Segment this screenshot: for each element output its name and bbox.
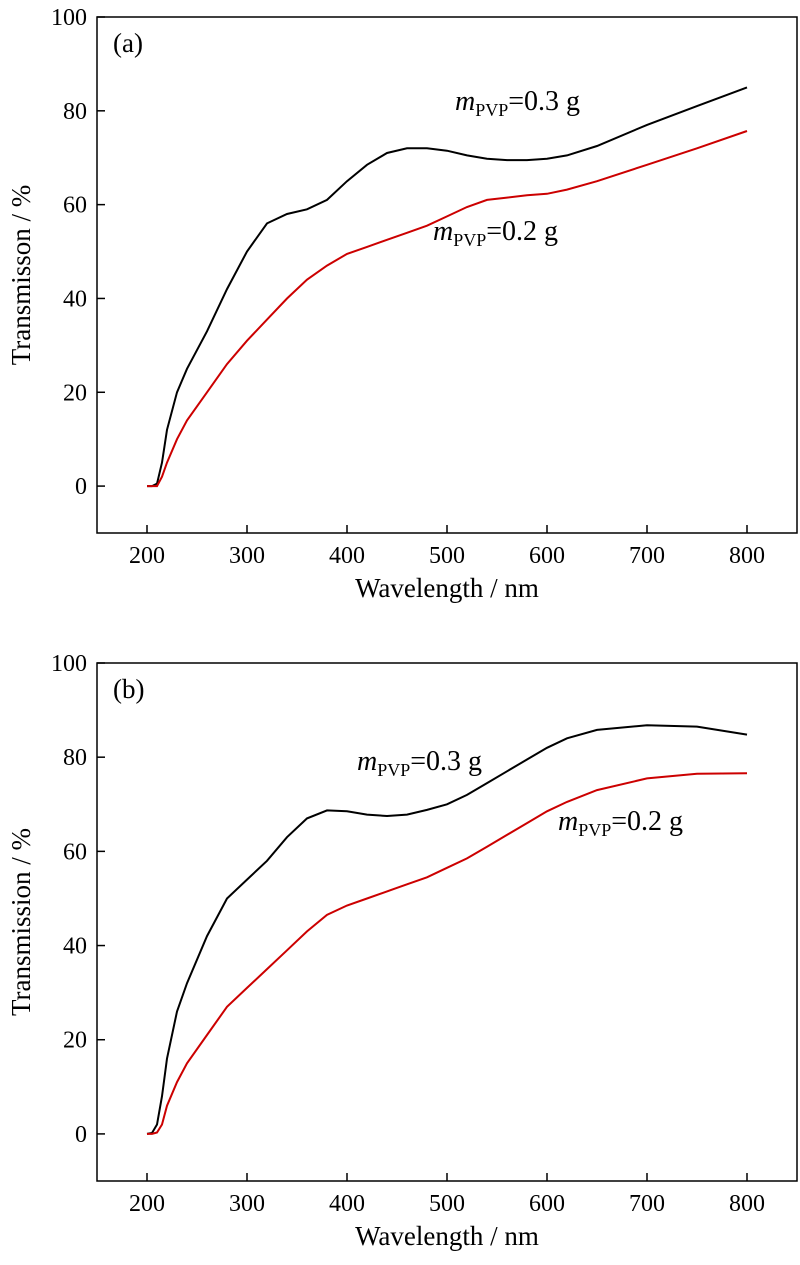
x-tick-label: 400 <box>329 1191 365 1217</box>
x-tick-label: 400 <box>329 543 365 569</box>
series-label-symbol: m <box>433 216 453 247</box>
series-label-value: =0.2 g <box>611 806 683 837</box>
series-label-subscript: PVP <box>377 760 410 780</box>
y-tick-label: 80 <box>63 745 87 771</box>
y-tick-label: 80 <box>63 99 87 125</box>
x-tick-label: 300 <box>229 1191 265 1217</box>
y-tick-label: 100 <box>51 651 87 677</box>
x-axis-title: Wavelength / nm <box>355 1221 539 1251</box>
series-label: mPVP=0.2 g <box>433 216 558 250</box>
x-tick-label: 200 <box>129 1191 165 1217</box>
y-tick-label: 60 <box>63 839 87 865</box>
series-label: mPVP=0.3 g <box>357 746 482 780</box>
series-label: mPVP=0.2 g <box>558 806 683 840</box>
x-axis-title: Wavelength / nm <box>355 573 539 603</box>
x-tick-label: 600 <box>529 1191 565 1217</box>
x-tick-label: 500 <box>429 543 465 569</box>
y-axis-title: Transmisson / % <box>6 185 36 366</box>
y-tick-label: 100 <box>51 5 87 31</box>
y-tick-label: 20 <box>63 380 87 406</box>
x-tick-label: 300 <box>229 543 265 569</box>
series-label-subscript: PVP <box>475 100 508 120</box>
y-tick-label: 60 <box>63 193 87 219</box>
series-line <box>146 724 748 1135</box>
series-label-value: =0.3 g <box>508 86 580 117</box>
y-tick-label: 0 <box>75 1122 87 1148</box>
y-tick-label: 20 <box>63 1028 87 1054</box>
y-tick-label: 40 <box>63 286 87 312</box>
series-label-subscript: PVP <box>453 230 486 250</box>
series-line <box>147 130 748 488</box>
plot-frame <box>96 662 798 1182</box>
series-line <box>147 86 748 488</box>
series-label-symbol: m <box>357 746 377 777</box>
y-tick-label: 0 <box>75 474 87 500</box>
series-label-value: =0.2 g <box>486 216 558 247</box>
series-label-symbol: m <box>455 86 475 117</box>
y-tick-label: 40 <box>63 934 87 960</box>
x-tick-label: 200 <box>129 543 165 569</box>
series-label-subscript: PVP <box>578 820 611 840</box>
x-tick-label: 500 <box>429 1191 465 1217</box>
x-tick-label: 700 <box>629 1191 665 1217</box>
panel-label: (b) <box>113 674 144 704</box>
x-tick-label: 800 <box>729 543 765 569</box>
plot-frame <box>96 16 798 534</box>
x-tick-label: 700 <box>629 543 665 569</box>
x-tick-label: 800 <box>729 1191 765 1217</box>
panel-label: (a) <box>113 28 143 58</box>
x-tick-label: 600 <box>529 543 565 569</box>
series-label-symbol: m <box>558 806 578 837</box>
y-axis-title: Transmission / % <box>6 828 36 1016</box>
series-label-value: =0.3 g <box>410 746 482 777</box>
series-label: mPVP=0.3 g <box>455 86 580 120</box>
series-line <box>147 772 748 1135</box>
